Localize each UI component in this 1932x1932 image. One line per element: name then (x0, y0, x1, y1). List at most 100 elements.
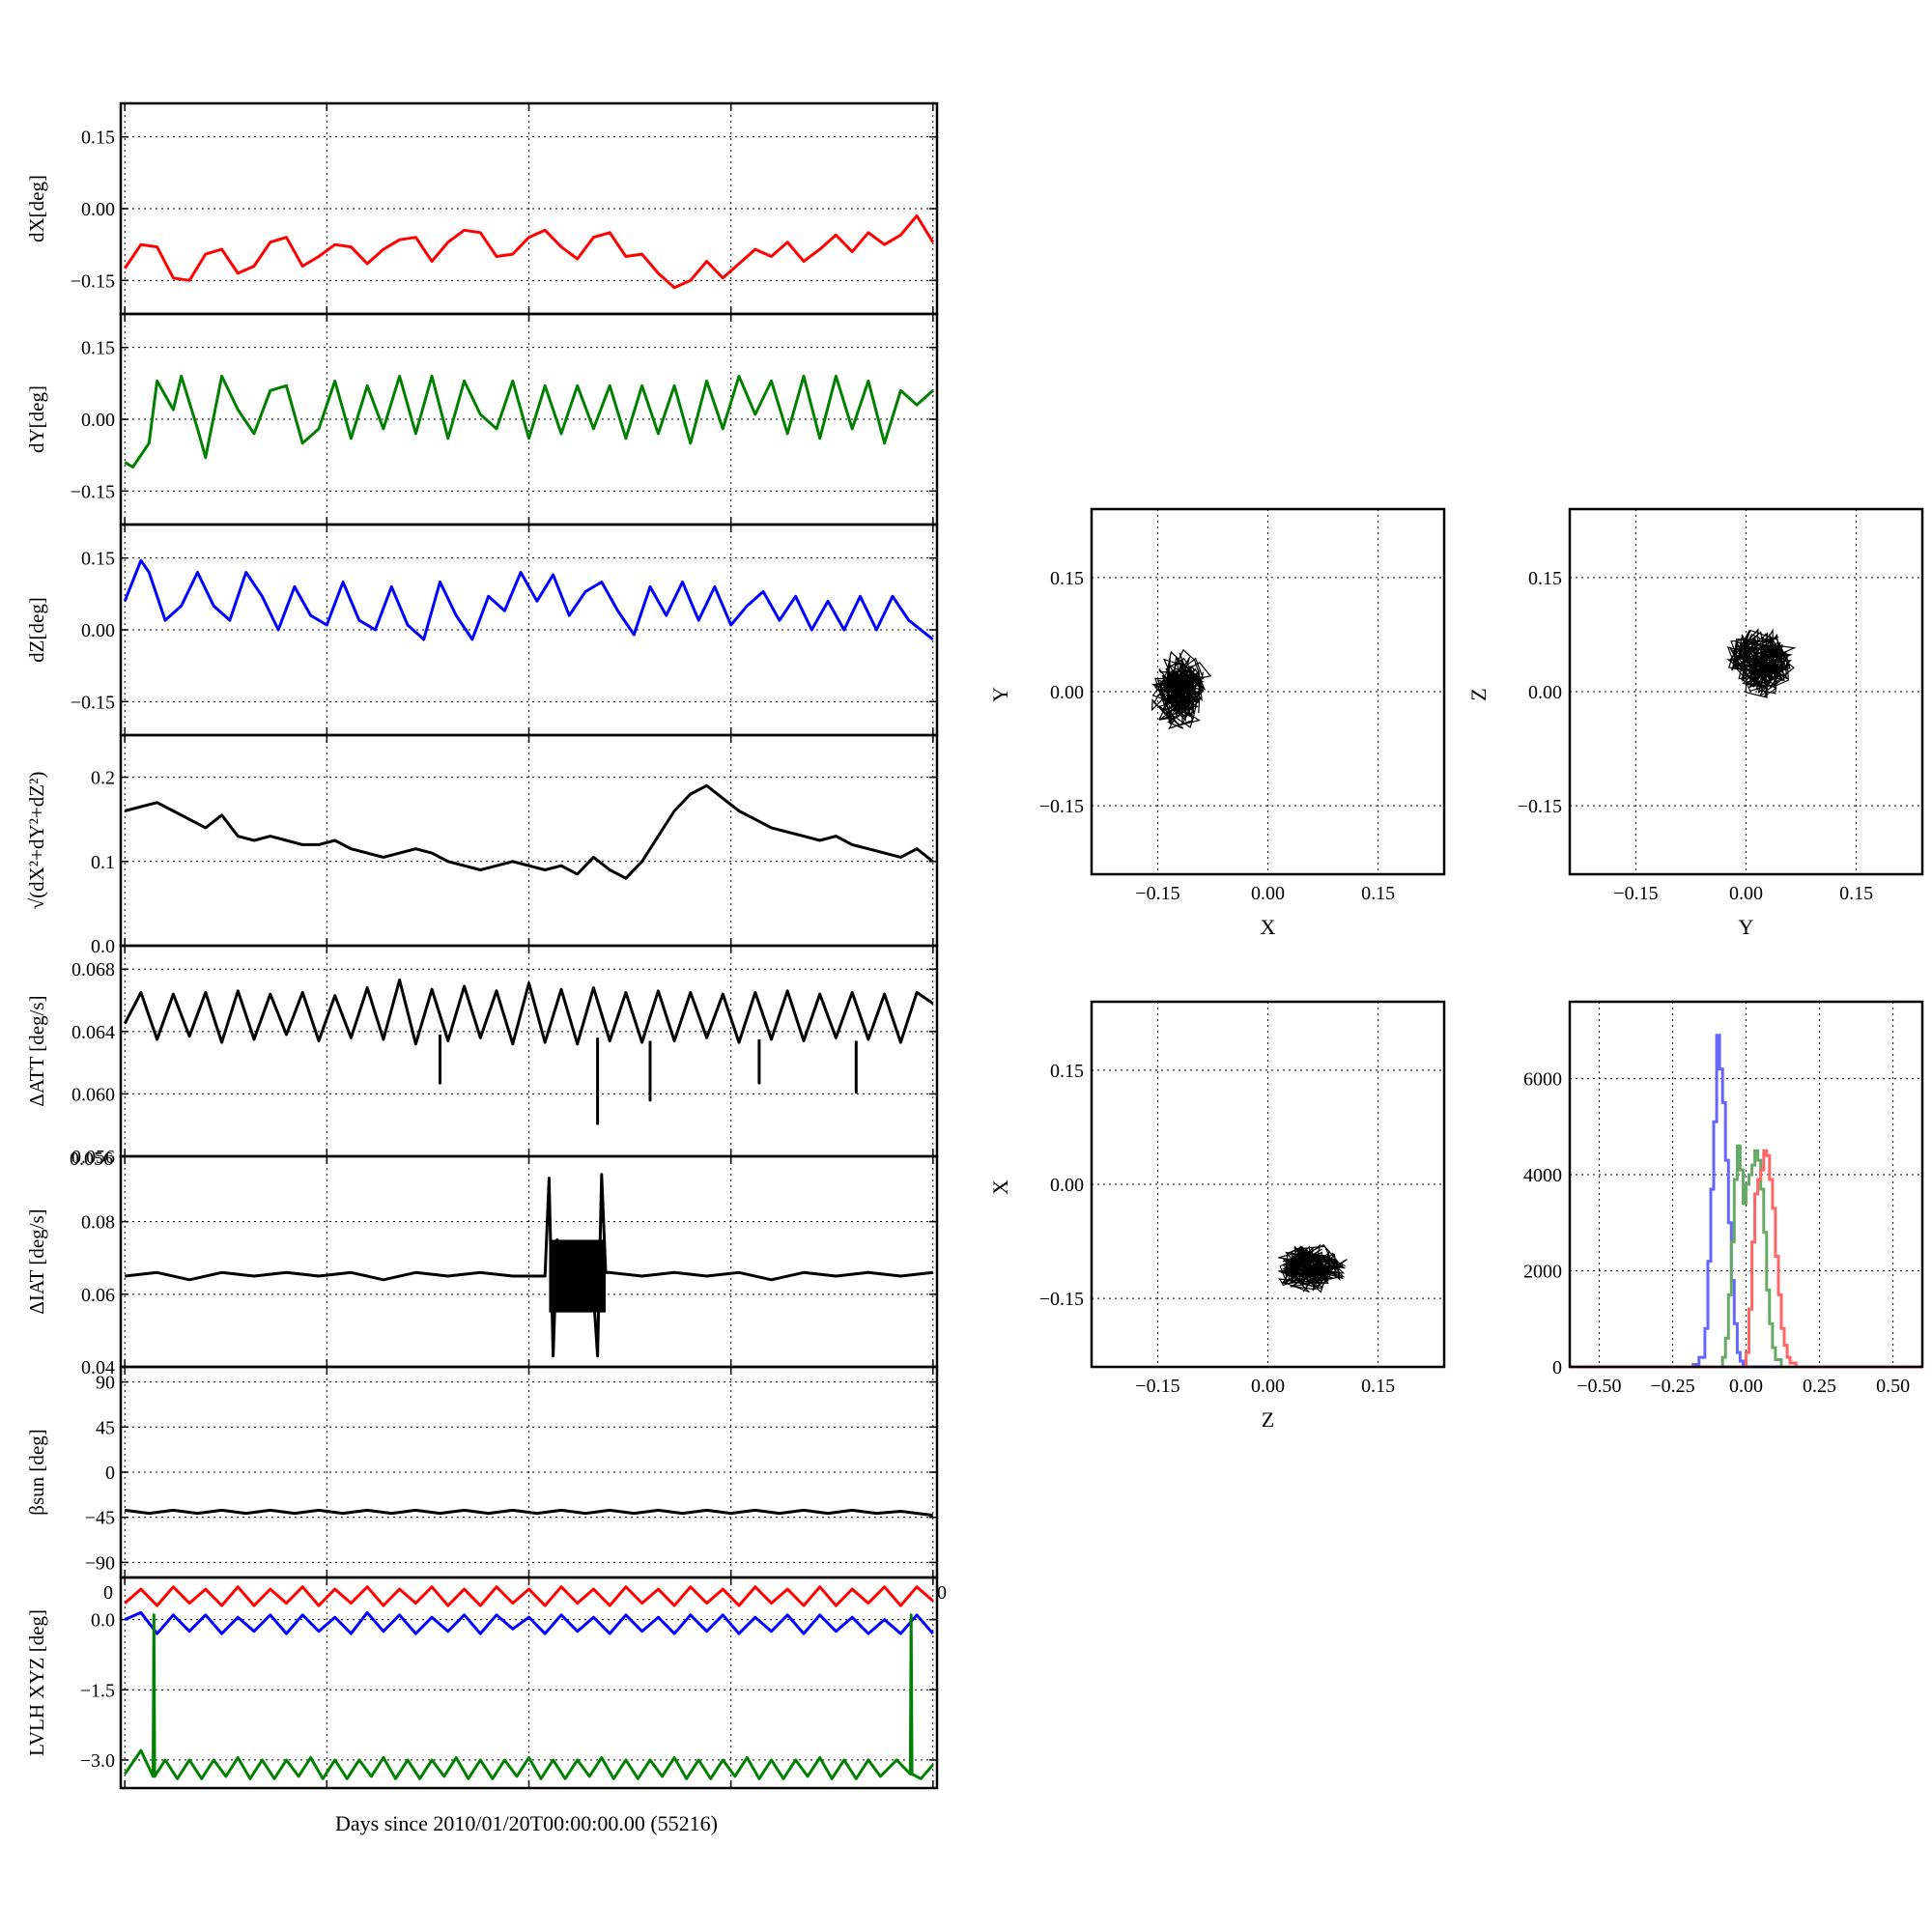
y-tick-label: 0.08 (81, 1212, 115, 1234)
x-tick-label: 0.15 (1839, 883, 1873, 904)
y-tick-label: 0.00 (81, 410, 115, 431)
histogram-series (1570, 1034, 1922, 1369)
x-tick-label: 0.00 (1251, 883, 1285, 904)
panel-beta: 90 45 0 −45 −90 βsun [deg] (25, 1365, 939, 1579)
x-tick-label: 0.00 (1729, 883, 1763, 904)
y-axis-label: ΔIAT [deg/s] (25, 1208, 48, 1314)
histogram-series (1570, 1149, 1922, 1369)
y-tick-label: 0.15 (1050, 1061, 1084, 1082)
y-tick-label: 0.15 (1528, 568, 1562, 589)
y-tick-label: 0.2 (91, 768, 115, 789)
x-tick-label: 0.50 (1876, 1376, 1910, 1397)
panel-frame (1568, 1000, 1924, 1369)
y-tick-label: 0.15 (81, 549, 115, 570)
y-tick-label: 0.068 (71, 959, 115, 980)
y-tick-label: 90 (96, 1373, 115, 1394)
histogram-panel: −0.50 −0.25 0.00 0.25 0.50 0 2000 4000 6000 (1523, 1000, 1924, 1397)
y-axis-label: √(dX²+dY²+dZ²) (25, 772, 48, 910)
series-line (125, 1173, 933, 1358)
y-axis-label: Z (1466, 688, 1491, 700)
series-line (124, 1585, 934, 1607)
y-tick-label: 0.060 (71, 1084, 115, 1105)
scatter-panels: −0.15 −0.15 0.00 0.00 0.15 0.15 X Y −0.15 −0.15 0.… (988, 507, 1924, 1432)
y-tick-label: −0.15 (71, 692, 115, 713)
stacked-time-series-panels: 0.150.00−0.15dX[deg]0.150.00−0.15dY[deg]… (25, 101, 939, 1790)
y-axis-label: dZ[deg] (25, 597, 48, 663)
scatter-yz: −0.15 −0.15 0.00 0.00 0.15 0.15 Y Z (1466, 507, 1924, 939)
y-axis-label: Y (988, 687, 1012, 702)
y-tick-label: 0.00 (81, 620, 115, 641)
y-axis-label: ΔATT [deg/s] (25, 995, 48, 1106)
x-tick-label: −0.15 (1135, 883, 1179, 904)
x-tick-label: 0.15 (1361, 883, 1395, 904)
y-tick-label: 0 (1552, 1357, 1562, 1378)
x-tick-label: −0.50 (1577, 1376, 1621, 1397)
y-tick-label: −3.0 (80, 1750, 115, 1772)
x-tick-label: 0.15 (1361, 1376, 1395, 1397)
y-tick-label: 0.00 (1050, 1175, 1084, 1196)
scatter-zx: −0.15 −0.15 0.00 0.00 0.15 0.15 Z X (988, 1000, 1446, 1432)
y-tick-label: 0.0 (91, 1610, 115, 1632)
y-tick-label: 0.064 (71, 1022, 115, 1043)
panel-frame (1568, 507, 1924, 876)
y-tick-label: 0.0 (91, 936, 115, 957)
series-line (124, 1610, 934, 1635)
panel-dz: 0.15 0.00 −0.15 dZ[deg] (25, 523, 939, 737)
panel-frame (1090, 507, 1446, 876)
panel-datt: 0.068 0.064 0.060 0.056 ΔATT [deg/s] (25, 944, 939, 1168)
stacked-x-axis-label: Days since 2010/01/20T00:00:00.00 (55216… (335, 1811, 718, 1835)
y-tick-label: 0.15 (81, 338, 115, 359)
panel-mag: 0.2 0.1 0.0 √(dX²+dY²+dZ²) (25, 733, 939, 957)
x-tick-label: −0.25 (1650, 1376, 1694, 1397)
y-tick-label: 0.00 (1050, 682, 1084, 703)
y-tick-label: −0.15 (71, 481, 115, 502)
y-tick-label: 0.00 (81, 199, 115, 220)
series-line (124, 374, 934, 469)
x-axis-label: Y (1739, 915, 1754, 939)
x-tick-label: −0.15 (1135, 1376, 1179, 1397)
y-tick-label: −90 (85, 1552, 115, 1574)
x-tick-label: −0.15 (1613, 883, 1658, 904)
histogram-series (1570, 1144, 1922, 1369)
y-axis-label: LVLH XYZ [deg] (25, 1609, 48, 1756)
trajectory-cloud (1726, 628, 1797, 698)
panel-dx: 0.15 0.00 −0.15 dX[deg] (25, 101, 939, 316)
panel-dy: 0.15 0.00 −0.15 dY[deg] (25, 312, 939, 526)
y-tick-label: 0 (105, 1463, 115, 1484)
y-tick-label: 0.06 (81, 1285, 115, 1306)
y-tick-label: −45 (85, 1508, 115, 1529)
y-tick-label: −1.5 (80, 1680, 115, 1701)
y-tick-label: 0.15 (1050, 568, 1084, 589)
scatter-xy: −0.15 −0.15 0.00 0.00 0.15 0.15 X Y (988, 507, 1446, 939)
y-tick-label: 4000 (1523, 1165, 1562, 1186)
x-axis-label: X (1261, 915, 1276, 939)
series-line (123, 213, 935, 290)
y-axis-label: dY[deg] (25, 385, 48, 453)
x-tick-label: 0.25 (1803, 1376, 1836, 1397)
x-tick-label: 0.00 (1251, 1376, 1285, 1397)
beta-right-overlap-tick: 0 (937, 1582, 947, 1604)
y-tick-label: 0.15 (81, 128, 115, 149)
series-line (123, 558, 934, 641)
series-line (124, 783, 934, 880)
y-axis-label: X (988, 1179, 1012, 1195)
trajectory-cloud (1277, 1243, 1348, 1293)
y-tick-label: 0.1 (91, 852, 115, 873)
y-axis-label: βsun [deg] (25, 1429, 48, 1515)
datt-overlap-tick-label: 0.056 (70, 1149, 113, 1170)
y-tick-label: 45 (96, 1417, 115, 1438)
panel-lvlh: 0.0 −1.5 −3.0 LVLH XYZ [deg] (25, 1576, 939, 1790)
x-axis-label: Z (1262, 1407, 1274, 1432)
series-line (125, 1508, 933, 1518)
series-line (123, 1613, 934, 1780)
y-axis-label: dX[deg] (25, 175, 48, 242)
y-tick-label: −0.15 (1039, 1289, 1084, 1310)
y-tick-label: 6000 (1523, 1069, 1562, 1091)
panel-frame (1090, 1000, 1446, 1369)
trajectory-cloud (1151, 648, 1212, 730)
beta-left-overlap-tick: 0 (103, 1582, 113, 1604)
y-tick-label: −0.15 (1518, 796, 1562, 817)
y-tick-label: 2000 (1523, 1262, 1562, 1283)
y-tick-label: 0.056 (71, 1147, 115, 1168)
